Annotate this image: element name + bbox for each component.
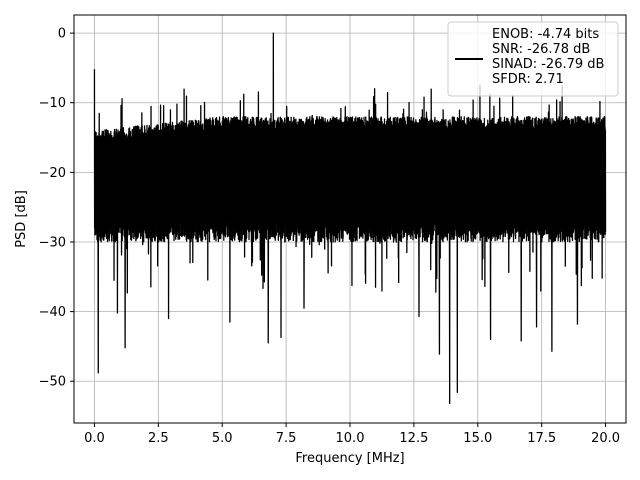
legend-sinad: SINAD: -26.79 dB <box>492 57 604 72</box>
x-axis-label: Frequency [MHz] <box>295 451 404 466</box>
y-tick-label: −10 <box>39 96 66 111</box>
x-tick-label: 2.5 <box>148 431 169 446</box>
y-tick-label: −40 <box>39 305 66 320</box>
y-axis-label: PSD [dB] <box>14 190 29 248</box>
x-tick-label: 5.0 <box>212 431 233 446</box>
psd-series-line <box>93 32 607 405</box>
legend: ENOB: -4.74 bits SNR: -26.78 dB SINAD: -… <box>447 21 619 97</box>
y-tick-label: −30 <box>39 235 66 250</box>
x-tick-label: 17.5 <box>527 431 556 446</box>
series-layer <box>93 32 607 405</box>
x-tick-label: 0.0 <box>84 431 105 446</box>
x-tick-label: 15.0 <box>463 431 492 446</box>
y-tick-label: −20 <box>39 166 66 181</box>
y-axis: 0 −10 −20 −30 −40 −50 <box>39 27 74 390</box>
y-tick-label: 0 <box>58 27 66 42</box>
legend-snr: SNR: -26.78 dB <box>492 42 590 57</box>
y-tick-label: −50 <box>39 375 66 390</box>
x-tick-label: 20.0 <box>591 431 620 446</box>
x-tick-label: 7.5 <box>276 431 297 446</box>
x-axis: 0.0 2.5 5.0 7.5 10.0 12.5 15.0 17.5 20.0 <box>84 423 620 446</box>
legend-enob: ENOB: -4.74 bits <box>492 27 599 42</box>
x-tick-label: 12.5 <box>399 431 428 446</box>
legend-box <box>447 21 619 97</box>
x-tick-label: 10.0 <box>336 431 365 446</box>
legend-sfdr: SFDR: 2.71 <box>492 72 564 87</box>
